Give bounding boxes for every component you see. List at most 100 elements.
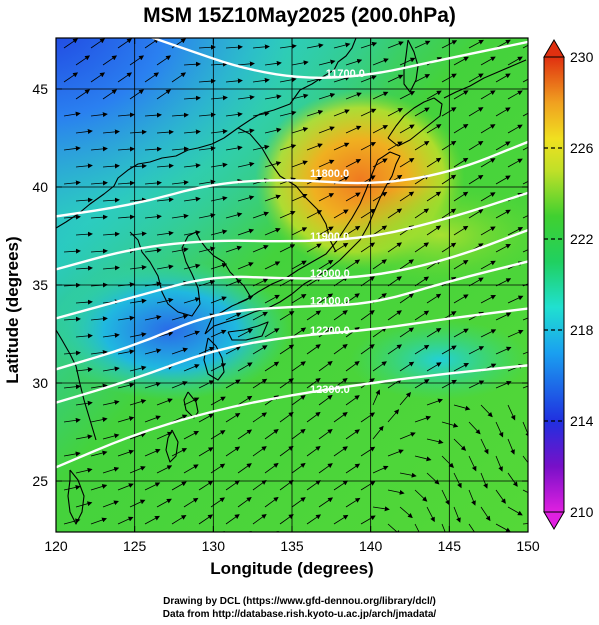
- wind-vector: [171, 146, 189, 152]
- wind-vector: [63, 451, 81, 457]
- wind-vector: [360, 481, 376, 491]
- wind-vector: [426, 191, 442, 202]
- wind-vector: [387, 141, 403, 151]
- wind-vector: [318, 126, 335, 134]
- wind-vector: [399, 327, 415, 338]
- wind-vector: [453, 124, 469, 134]
- wind-vector: [144, 348, 162, 355]
- wind-vector: [171, 314, 189, 321]
- wind-vector: [102, 55, 118, 66]
- wind-vector: [333, 446, 348, 457]
- wind-vector: [318, 159, 335, 168]
- axes: 120 125 130 135 140 145 150 25 30 35 40 45: [32, 38, 540, 554]
- wind-vector: [291, 227, 308, 236]
- y-tick-label: 30: [32, 375, 48, 391]
- wind-vector: [63, 518, 81, 525]
- wind-vector: [306, 344, 321, 355]
- wind-vector: [90, 349, 108, 355]
- wind-vector: [144, 180, 162, 186]
- wind-vector: [264, 294, 280, 304]
- wind-vector: [507, 404, 516, 421]
- wind-vector: [480, 404, 493, 418]
- wind-vector: [117, 349, 135, 355]
- wind-vector: [90, 484, 108, 491]
- coastlines: [56, 38, 527, 525]
- wind-vector: [346, 533, 360, 541]
- wind-vector: [129, 197, 147, 203]
- wind-vector: [507, 472, 518, 487]
- wind-vector: [264, 328, 280, 338]
- wind-vector: [522, 523, 528, 525]
- wind-vector: [237, 262, 254, 270]
- wind-vector: [117, 483, 134, 491]
- wind-vector: [156, 498, 172, 508]
- wind-vector: [183, 163, 201, 169]
- wind-vector: [291, 462, 306, 474]
- wind-vector: [129, 89, 145, 100]
- wind-vector: [237, 228, 255, 236]
- wind-vector: [210, 296, 227, 304]
- wind-vector: [225, 44, 243, 50]
- wind-vector: [387, 208, 403, 219]
- wind-vector: [522, 180, 528, 185]
- wind-vector: [495, 243, 511, 253]
- wind-vector: [372, 225, 388, 236]
- wind-vector: [495, 175, 511, 185]
- wind-vector: [252, 412, 267, 423]
- wind-vector: [399, 361, 415, 372]
- height-contour-label: 12200.0: [310, 325, 350, 337]
- wind-vector: [264, 429, 279, 440]
- wind-vector: [441, 40, 458, 49]
- wind-vector: [279, 110, 297, 117]
- wind-vector: [453, 157, 469, 168]
- x-tick-label: 130: [202, 538, 226, 554]
- wind-vector: [157, 533, 171, 541]
- wind-vector: [480, 438, 489, 455]
- wind-vector: [480, 295, 497, 304]
- wind-vector: [495, 312, 512, 321]
- wind-vector: [414, 523, 420, 532]
- wind-vector: [279, 77, 297, 83]
- wind-vector: [102, 163, 120, 169]
- wind-vector: [414, 489, 428, 502]
- wind-vector: [102, 433, 120, 440]
- wind-vector: [252, 144, 270, 151]
- wind-vector: [144, 38, 160, 49]
- wind-vector: [237, 429, 253, 440]
- height-contour-label: 12300.0: [310, 384, 350, 396]
- wind-vector: [318, 428, 333, 440]
- wind-vector: [144, 72, 160, 83]
- wind-vector: [426, 506, 435, 523]
- wind-vector: [183, 397, 200, 406]
- wind-vector: [144, 381, 162, 389]
- wind-vector: [507, 124, 523, 134]
- wind-vector: [453, 90, 469, 100]
- wind-vector: [414, 379, 430, 389]
- wind-vector: [210, 61, 228, 67]
- wind-vector: [453, 260, 469, 270]
- wind-vector: [225, 480, 240, 491]
- wind-vector: [481, 541, 495, 549]
- wind-vector: [291, 428, 306, 440]
- wind-vector: [264, 361, 280, 372]
- wind-vector: [63, 72, 79, 83]
- wind-vector: [399, 57, 416, 66]
- wind-vector: [414, 415, 432, 423]
- height-contour-line: [149, 38, 528, 79]
- wind-vector: [90, 214, 108, 220]
- wind-vector: [399, 259, 414, 270]
- wind-vector: [360, 310, 375, 321]
- height-contour-line: [56, 140, 528, 218]
- wind-vector: [495, 73, 511, 83]
- wind-vector: [210, 262, 228, 270]
- wind-vector: [75, 367, 93, 373]
- wind-vector: [495, 107, 511, 117]
- wind-vector: [480, 226, 496, 236]
- wind-vector: [480, 192, 496, 202]
- wind-vector: [399, 392, 412, 406]
- wind-vector: [129, 332, 147, 338]
- wind-vector: [144, 415, 161, 423]
- wind-vector: [495, 39, 511, 49]
- wind-vector: [198, 78, 216, 84]
